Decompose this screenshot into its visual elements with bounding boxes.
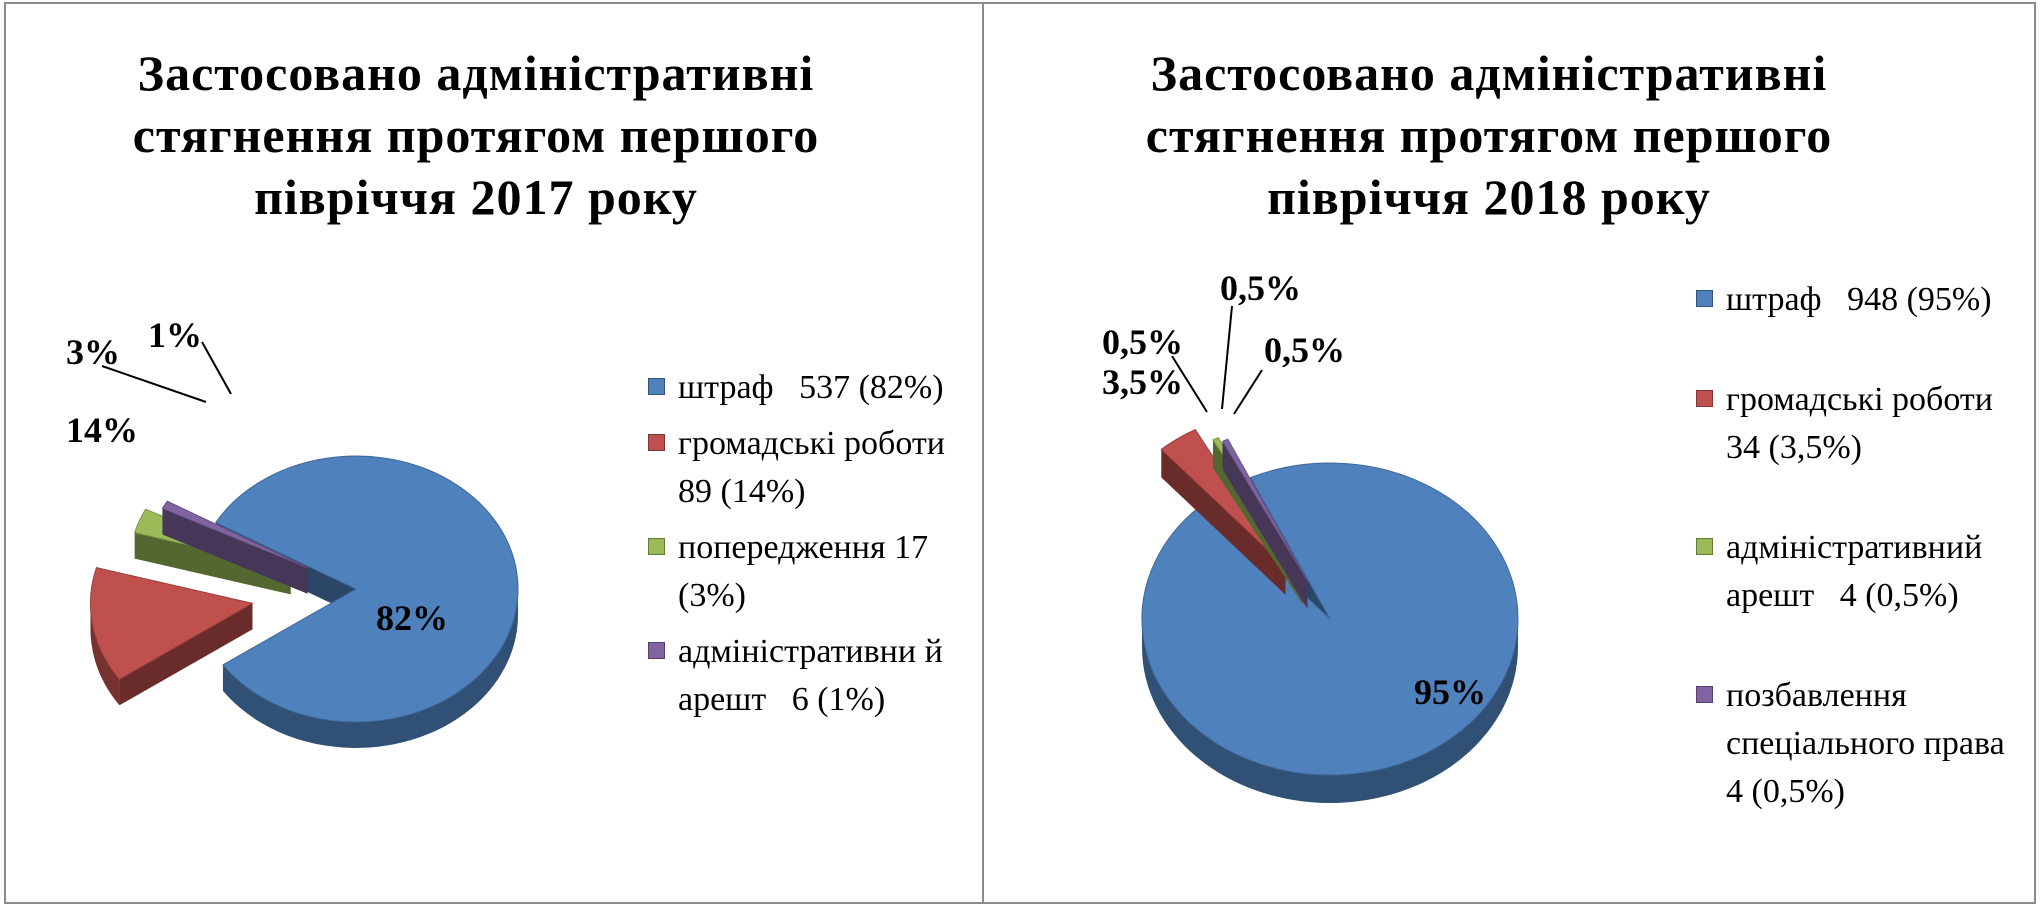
pie-slice-top xyxy=(1160,429,1286,567)
pie-slice-top xyxy=(90,567,254,680)
legend-marker-icon xyxy=(648,378,665,395)
chart-title-line: півріччя 2018 року xyxy=(1267,169,1711,225)
pie-slice xyxy=(90,567,254,706)
legend-label: громадські роботи 89 (14%) xyxy=(678,425,962,510)
legend-label: попередження 17 (3%) xyxy=(678,529,937,614)
legend-label: адміністративни й арешт 6 (1%) xyxy=(678,633,952,718)
data-label-leader xyxy=(1233,369,1263,415)
legend-label: штраф 537 (82%) xyxy=(678,369,944,406)
data-label: 1% xyxy=(148,315,202,355)
data-label: 0,5% xyxy=(1102,322,1183,362)
legend-item: штраф 948 (95%) xyxy=(1696,276,2026,324)
chart-title-line: Застосовано адміністративні xyxy=(1150,45,1828,101)
legend-marker-icon xyxy=(648,538,665,555)
pie-slice-top xyxy=(1221,438,1308,581)
pie-slice-side xyxy=(90,603,120,706)
legend-label: адміністративний арешт 4 (0,5%) xyxy=(1726,529,1991,614)
pie-slice-wall xyxy=(1161,449,1286,595)
pie-chart-2017: 82% 14% 3% 1% xyxy=(66,315,519,749)
legend-marker-icon xyxy=(1696,390,1713,407)
legend-marker-icon xyxy=(1696,686,1713,703)
data-label: 3% xyxy=(66,332,120,372)
legend-item: адміністративни й арешт 6 (1%) xyxy=(648,628,978,724)
legend-label: позбавлення спеціального права 4 (0,5%) xyxy=(1726,677,2022,810)
chart-panel-2018: Застосовано адміністративні стягнення пр… xyxy=(982,2,2036,904)
data-label: 0,5% xyxy=(1220,268,1301,308)
chart-title: Застосовано адміністративні стягнення пр… xyxy=(1014,42,1964,228)
chart-title-line: півріччя 2017 року xyxy=(254,169,698,225)
pie-slice xyxy=(161,500,308,594)
chart-title: Застосовано адміністративні стягнення пр… xyxy=(66,42,886,228)
legend-item: штраф 537 (82%) xyxy=(648,364,978,412)
chart-legend: штраф 948 (95%) громадські роботи 34 (3,5… xyxy=(1696,276,2026,868)
data-label-leader xyxy=(1221,305,1233,410)
legend-item: адміністративний арешт 4 (0,5%) xyxy=(1696,524,2026,620)
legend-marker-icon xyxy=(648,642,665,659)
legend-item: громадські роботи 34 (3,5%) xyxy=(1696,376,2026,472)
pie-slice xyxy=(1221,438,1308,609)
chart-legend: штраф 537 (82%) громадські роботи 89 (14%… xyxy=(648,364,978,732)
legend-label: штраф 948 (95%) xyxy=(1726,281,1992,318)
data-label-leader xyxy=(101,365,207,403)
data-label: 82% xyxy=(376,598,448,638)
legend-marker-icon xyxy=(1696,538,1713,555)
pie-slice xyxy=(1141,462,1519,803)
pie-slice-wall xyxy=(134,532,291,595)
data-label-leader xyxy=(201,341,232,395)
data-label: 3,5% xyxy=(1102,362,1183,402)
pie-slice-top xyxy=(161,500,308,569)
legend-marker-icon xyxy=(1696,290,1713,307)
chart-panel-2017: Застосовано адміністративні стягнення пр… xyxy=(4,2,984,904)
data-label: 14% xyxy=(66,410,138,450)
chart-title-line: стягнення протягом першого xyxy=(132,107,820,163)
data-label: 95% xyxy=(1414,672,1486,712)
legend-item: громадські роботи 89 (14%) xyxy=(648,420,978,516)
legend-item: попередження 17 (3%) xyxy=(648,524,978,620)
legend-item: позбавлення спеціального права 4 (0,5%) xyxy=(1696,672,2026,816)
pie-slice xyxy=(214,455,519,749)
legend-label: громадські роботи 34 (3,5%) xyxy=(1726,381,2002,466)
data-label-leader xyxy=(1171,355,1208,413)
data-label: 0,5% xyxy=(1264,330,1345,370)
pie-slice-side xyxy=(222,589,519,749)
legend-marker-icon xyxy=(648,434,665,451)
chart-title-line: Застосовано адміністративні xyxy=(137,45,815,101)
pie-slice-wall xyxy=(119,603,253,706)
pie-slice-top xyxy=(214,455,519,723)
pie-chart-2018: 95%3,5%0,5%0,5%0,5% xyxy=(1102,268,1519,803)
pie-slice-side xyxy=(1142,619,1518,803)
chart-title-line: стягнення протягом першого xyxy=(1145,107,1833,163)
